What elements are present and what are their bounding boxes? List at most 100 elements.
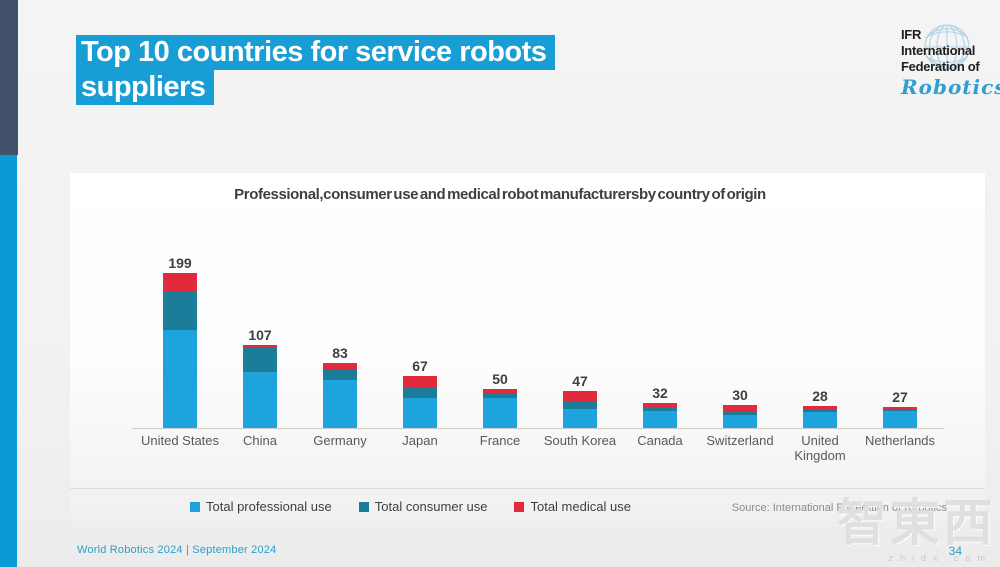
category-label: United States xyxy=(140,433,220,448)
legend-label: Total consumer use xyxy=(374,499,488,514)
bar-total-label: 199 xyxy=(168,254,192,271)
segment-total-medical-use xyxy=(323,363,357,371)
segment-total-consumer-use xyxy=(243,348,277,372)
segment-total-consumer-use xyxy=(643,406,677,411)
stacked-bar xyxy=(243,344,277,428)
bar-group: 28 xyxy=(780,388,860,428)
left-accent-dark xyxy=(0,0,18,155)
stacked-bar xyxy=(563,391,597,428)
logo-line1: IFR xyxy=(901,27,922,42)
logo-line3: Federation of xyxy=(901,59,980,74)
bar-group: 32 xyxy=(620,385,700,428)
globe-icon xyxy=(924,24,970,70)
stacked-bar xyxy=(483,389,517,428)
segment-total-professional-use xyxy=(563,409,597,428)
category-label: France xyxy=(479,433,521,448)
legend-swatch xyxy=(514,501,525,512)
bar-group: 30 xyxy=(700,387,780,428)
category-label: South Korea xyxy=(543,433,617,448)
bar-group: 47 xyxy=(540,373,620,428)
bar-total-label: 47 xyxy=(572,373,588,390)
slide-title-line2: suppliers xyxy=(76,70,215,105)
segment-total-professional-use xyxy=(163,329,197,428)
segment-total-consumer-use xyxy=(403,387,437,398)
slide-title: Top 10 countries for service robots supp… xyxy=(76,35,556,105)
logo-line2: International xyxy=(901,43,976,58)
legend: Total professional use Total consumer use… xyxy=(190,499,631,514)
segment-total-consumer-use xyxy=(563,402,597,410)
segment-total-professional-use xyxy=(323,380,357,428)
segment-total-medical-use xyxy=(723,404,757,411)
bar-total-label: 27 xyxy=(892,388,908,405)
bar-total-label: 30 xyxy=(732,386,748,403)
segment-total-professional-use xyxy=(643,410,677,428)
stacked-bar xyxy=(403,375,437,428)
chart-panel: Professional,consumer use and medical ro… xyxy=(70,173,985,521)
category-label: Canada xyxy=(637,433,683,448)
logo-text: IFR International Federation of xyxy=(901,27,998,75)
bar-total-label: 50 xyxy=(492,371,508,388)
bar-group: 107 xyxy=(220,327,300,428)
footer-text: World Robotics 2024 | September 2024 xyxy=(77,544,277,556)
segment-total-consumer-use xyxy=(163,290,197,330)
segment-total-professional-use xyxy=(403,397,437,428)
logo-robotics-script: Robotics xyxy=(901,75,1000,99)
x-axis-line xyxy=(132,428,944,429)
bar-total-label: 67 xyxy=(412,357,428,374)
segment-total-consumer-use xyxy=(883,409,917,411)
segment-total-consumer-use xyxy=(803,409,837,413)
bar-group: 199 xyxy=(140,255,220,428)
segment-total-consumer-use xyxy=(323,370,357,381)
category-label: China xyxy=(243,433,277,448)
segment-total-medical-use xyxy=(643,403,677,407)
chart-title: Professional,consumer use and medical ro… xyxy=(234,186,766,203)
segment-total-medical-use xyxy=(803,406,837,410)
segment-total-consumer-use xyxy=(723,410,757,415)
bar-group: 50 xyxy=(460,371,540,428)
category-label: United Kingdom xyxy=(794,433,846,463)
segment-total-professional-use xyxy=(483,397,517,428)
category-label: Japan xyxy=(402,433,438,448)
legend-swatch xyxy=(190,501,200,512)
stacked-bar xyxy=(323,363,357,428)
bar-total-label: 28 xyxy=(812,388,828,405)
segment-total-consumer-use xyxy=(483,393,517,398)
bar-total-label: 32 xyxy=(652,385,668,402)
segment-total-medical-use xyxy=(883,406,917,410)
legend-label: Total professional use xyxy=(206,499,332,514)
segment-total-professional-use xyxy=(883,410,917,428)
bar-total-label: 107 xyxy=(248,326,272,343)
left-accent-cyan xyxy=(0,155,17,567)
ifr-logo: IFR International Federation of Robotics xyxy=(901,24,1000,99)
legend-swatch xyxy=(358,501,369,512)
bar-group: 67 xyxy=(380,358,460,428)
bar-group: 27 xyxy=(860,389,940,428)
stacked-bar xyxy=(643,403,677,428)
bar-total-label: 83 xyxy=(332,345,348,362)
legend-label: Total medical use xyxy=(530,499,631,514)
stacked-bar xyxy=(163,272,197,428)
segment-total-professional-use xyxy=(723,414,757,428)
legend-item: Total consumer use xyxy=(358,499,488,514)
source-note: Source: International Federation of Robo… xyxy=(731,502,947,514)
bars-row: 199 107 83 67 50 47 32 30 28 27 xyxy=(140,173,940,428)
segment-total-professional-use xyxy=(803,412,837,428)
page-number: 34 xyxy=(948,544,962,558)
segment-total-medical-use xyxy=(483,389,517,394)
legend-item: Total medical use xyxy=(514,499,631,514)
stacked-bar xyxy=(723,404,757,428)
segment-total-medical-use xyxy=(243,344,277,349)
legend-item: Total professional use xyxy=(190,499,332,514)
watermark-subtext: zhidx.com xyxy=(888,553,992,563)
stacked-bar xyxy=(883,406,917,428)
segment-total-medical-use xyxy=(163,272,197,291)
category-label: Netherlands xyxy=(864,433,936,448)
category-label: Switzerland xyxy=(706,433,774,448)
category-row: United States China Germany Japan France Sout… xyxy=(140,433,940,463)
stacked-bar xyxy=(803,406,837,428)
segment-total-medical-use xyxy=(403,375,437,388)
slide-title-line1: Top 10 countries for service robots xyxy=(76,35,556,70)
legend-divider xyxy=(70,488,985,489)
category-label: Germany xyxy=(313,433,367,448)
